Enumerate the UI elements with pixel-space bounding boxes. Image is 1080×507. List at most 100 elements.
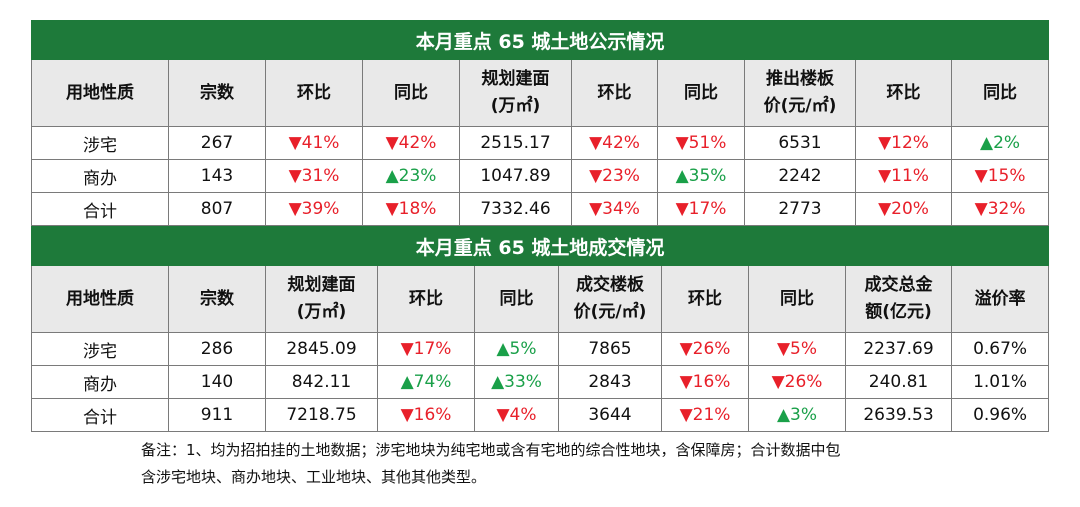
header-text: 用地性质 xyxy=(66,82,134,103)
header-text: 同比 xyxy=(684,82,718,103)
value-cell: ▼15% xyxy=(950,159,1050,193)
value-cell: ▲23% xyxy=(362,159,460,193)
header-text: 溢价率 xyxy=(974,288,1026,309)
header-cell: 用地性质 xyxy=(31,265,169,333)
value-cell: ▲35% xyxy=(657,159,745,193)
row-label-cell: 涉宅 xyxy=(31,332,169,366)
value-cell: 7218.75 xyxy=(265,398,378,432)
table2-title: 本月重点 65 城土地成交情况 xyxy=(30,226,1050,266)
header-cell: 同比 xyxy=(950,59,1050,127)
header-cell: 溢价率 xyxy=(950,265,1050,333)
value-cell: ▼51% xyxy=(657,126,745,160)
header-cell: 同比 xyxy=(474,265,559,333)
header-text: 环比 xyxy=(597,82,632,103)
table-row: 涉宅 267 ▼41% ▼42% 2515.17 ▼42% ▼51% 6531 ▼12% ▲2% xyxy=(31,126,1050,160)
row-label-cell: 涉宅 xyxy=(31,126,169,160)
header-cell: 同比 xyxy=(657,59,745,127)
value-cell: ▼34% xyxy=(571,192,658,226)
value-cell: 2773 xyxy=(744,192,856,226)
value-cell: ▼23% xyxy=(571,159,658,193)
value-cell: 1047.89 xyxy=(459,159,572,193)
table-row: 合计 911 7218.75 ▼16% ▼4% 3644 ▼21% ▲3% 2639.53 0.9… xyxy=(31,398,1050,432)
header-text: 环比 xyxy=(297,82,331,103)
value-cell: 2845.09 xyxy=(265,332,378,366)
header-text: 宗数 xyxy=(200,82,234,103)
table1-body: 涉宅 267 ▼41% ▼42% 2515.17 ▼42% ▼51% 6531 ▼12% ▲2% 商… xyxy=(31,126,1050,226)
value-cell: 2639.53 xyxy=(845,398,952,432)
value-cell: 2515.17 xyxy=(459,126,572,160)
table-row: 商办 143 ▼31% ▲23% 1047.89 ▼23% ▲35% 2242 ▼11% ▼15% xyxy=(31,159,1050,193)
header-text: (万㎡) xyxy=(490,96,541,116)
value-cell: 7332.46 xyxy=(459,192,572,226)
value-cell: ▼4% xyxy=(474,398,559,432)
header-cell: 环比 xyxy=(661,265,749,333)
value-cell: ▼31% xyxy=(265,159,363,193)
table-row: 合计 807 ▼39% ▼18% 7332.46 ▼34% ▼17% 2773 ▼20% ▼32% xyxy=(31,192,1050,226)
value-cell: ▲33% xyxy=(474,365,559,399)
value-cell: ▲74% xyxy=(377,365,475,399)
table1-title: 本月重点 65 城土地公示情况 xyxy=(30,20,1050,60)
value-cell: 267 xyxy=(168,126,266,160)
value-cell: 2843 xyxy=(558,365,662,399)
value-cell: ▼18% xyxy=(362,192,460,226)
land-announcement-table: 本月重点 65 城土地公示情况 用地性质 宗数 环比 同比 规划建面 (万㎡) 环比 同比 推出… xyxy=(30,20,1050,226)
footnote-line-1: 备注：1、均为招拍挂的土地数据；涉宅地块为纯宅地或含有宅地的综合性地块，含保障房… xyxy=(141,441,841,459)
header-text: 同比 xyxy=(499,288,534,309)
value-cell: ▲5% xyxy=(474,332,559,366)
header-text: 价(元/㎡) xyxy=(573,302,647,322)
header-text: 用地性质 xyxy=(66,288,134,309)
header-cell: 环比 xyxy=(571,59,658,127)
value-cell: ▼5% xyxy=(748,332,846,366)
row-label-cell: 商办 xyxy=(31,159,169,193)
header-text: 环比 xyxy=(688,288,722,309)
footnote: 备注：1、均为招拍挂的土地数据；涉宅地块为纯宅地或含有宅地的综合性地块，含保障房… xyxy=(141,437,961,491)
value-cell: 911 xyxy=(168,398,266,432)
header-cell: 规划建面 (万㎡) xyxy=(459,59,572,127)
table2-body: 涉宅 286 2845.09 ▼17% ▲5% 7865 ▼26% ▼5% 2237.69 0.6… xyxy=(31,332,1050,432)
header-text: 成交总金 xyxy=(864,275,933,295)
header-cell: 用地性质 xyxy=(31,59,169,127)
table-row: 商办 140 842.11 ▲74% ▲33% 2843 ▼16% ▼26% 240.81 1.0… xyxy=(31,365,1050,399)
header-cell: 成交楼板 价(元/㎡) xyxy=(558,265,662,333)
land-transaction-table: 本月重点 65 城土地成交情况 用地性质 宗数 规划建面 (万㎡) 环比 同比 成交楼板 价(… xyxy=(30,226,1050,432)
value-cell: ▼17% xyxy=(657,192,745,226)
header-cell: 环比 xyxy=(265,59,363,127)
header-text: 推出楼板 xyxy=(766,69,834,89)
table1-header-row: 用地性质 宗数 环比 同比 规划建面 (万㎡) 环比 同比 推出楼板价(元/㎡) 环比 同比 xyxy=(31,59,1050,127)
header-cell: 环比 xyxy=(377,265,475,333)
footnote-line-2: 含涉宅地块、商办地块、工业地块、其他其他类型。 xyxy=(141,468,487,486)
row-label-cell: 商办 xyxy=(31,365,169,399)
value-cell: 807 xyxy=(168,192,266,226)
value-cell: ▼32% xyxy=(950,192,1050,226)
table2-header-row: 用地性质 宗数 规划建面 (万㎡) 环比 同比 成交楼板 价(元/㎡) 环比 同比 成交总金 额(亿元… xyxy=(31,265,1050,333)
value-cell: ▼26% xyxy=(748,365,846,399)
value-cell: 143 xyxy=(168,159,266,193)
value-cell: 6531 xyxy=(744,126,856,160)
value-cell: 2237.69 xyxy=(845,332,952,366)
value-cell: ▼20% xyxy=(855,192,952,226)
value-cell: ▼42% xyxy=(362,126,460,160)
header-text: 环比 xyxy=(409,288,443,309)
header-text: (万㎡) xyxy=(296,302,347,322)
header-cell: 同比 xyxy=(362,59,460,127)
value-cell: ▼42% xyxy=(571,126,658,160)
value-cell: 0.96% xyxy=(950,398,1050,432)
header-text: 规划建面 xyxy=(481,69,550,89)
row-label-cell: 合计 xyxy=(31,192,169,226)
value-cell: ▼26% xyxy=(661,332,749,366)
header-text: 环比 xyxy=(886,82,921,103)
header-cell: 环比 xyxy=(855,59,952,127)
value-cell: ▼21% xyxy=(661,398,749,432)
header-cell: 规划建面 (万㎡) xyxy=(265,265,378,333)
value-cell: 286 xyxy=(168,332,266,366)
report-container: 本月重点 65 城土地公示情况 用地性质 宗数 环比 同比 规划建面 (万㎡) 环比 同比 推出… xyxy=(30,20,1050,432)
value-cell: 842.11 xyxy=(265,365,378,399)
value-cell: ▲2% xyxy=(950,126,1050,160)
header-text: 价(元/㎡) xyxy=(763,96,837,116)
header-cell: 推出楼板价(元/㎡) xyxy=(744,59,856,127)
value-cell: 240.81 xyxy=(845,365,952,399)
value-cell: ▼16% xyxy=(661,365,749,399)
value-cell: ▼12% xyxy=(855,126,952,160)
header-text: 宗数 xyxy=(200,288,234,309)
header-text: 额(亿元) xyxy=(865,302,932,322)
